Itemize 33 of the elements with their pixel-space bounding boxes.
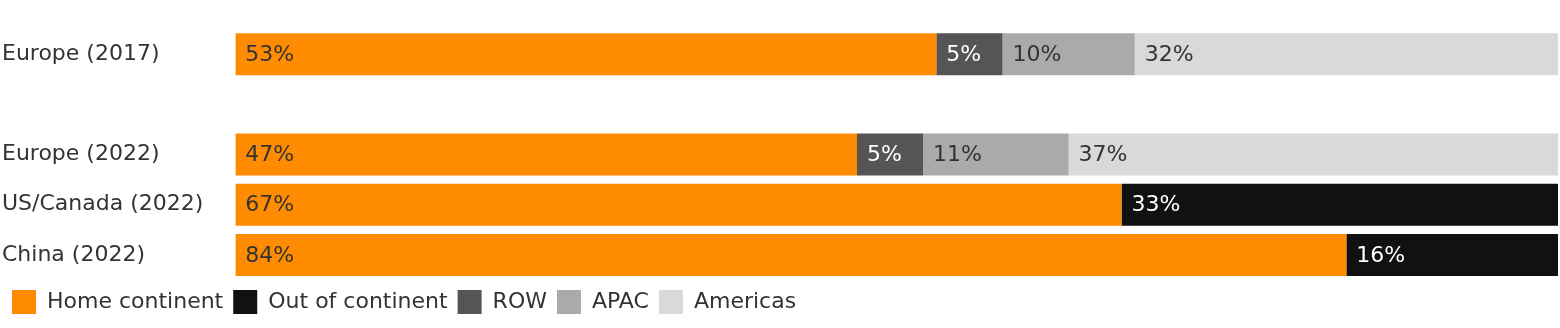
y-tick-label: Europe (2017): [2, 40, 160, 65]
data-label: 32%: [1144, 41, 1194, 66]
bar: [1346, 233, 1558, 276]
bar: [1068, 133, 1558, 176]
bar: [1134, 33, 1558, 76]
legend-label: APAC: [591, 287, 649, 313]
y-tick-label: China (2022): [2, 240, 145, 266]
data-label: 33%: [1131, 191, 1181, 217]
bar: [235, 183, 1122, 226]
bar: [235, 133, 857, 176]
legend-label: ROW: [492, 287, 548, 313]
data-label: 67%: [245, 191, 295, 217]
data-label: 11%: [933, 141, 983, 167]
data-label: 84%: [245, 241, 295, 267]
y-tick-label: Europe (2022): [2, 140, 160, 166]
data-label: 53%: [245, 41, 295, 66]
bar: [923, 133, 1069, 176]
y-tick-label: US/Canada (2022): [2, 190, 204, 216]
data-label: 10%: [1012, 41, 1062, 66]
bar: [856, 133, 924, 176]
data-label: 16%: [1356, 241, 1406, 267]
data-label: 5%: [946, 41, 982, 66]
data-label: 47%: [245, 141, 295, 167]
data-label: 37%: [1078, 141, 1128, 167]
bar: [936, 33, 1003, 76]
data-label: 5%: [866, 141, 902, 167]
legend-label: Americas: [693, 287, 797, 313]
bar: [1121, 183, 1558, 226]
legend-label: Out of continent: [268, 287, 448, 313]
bar: [235, 33, 937, 76]
legend-label: Home continent: [47, 287, 224, 313]
bar: [235, 233, 1347, 276]
bar: [1002, 33, 1135, 76]
